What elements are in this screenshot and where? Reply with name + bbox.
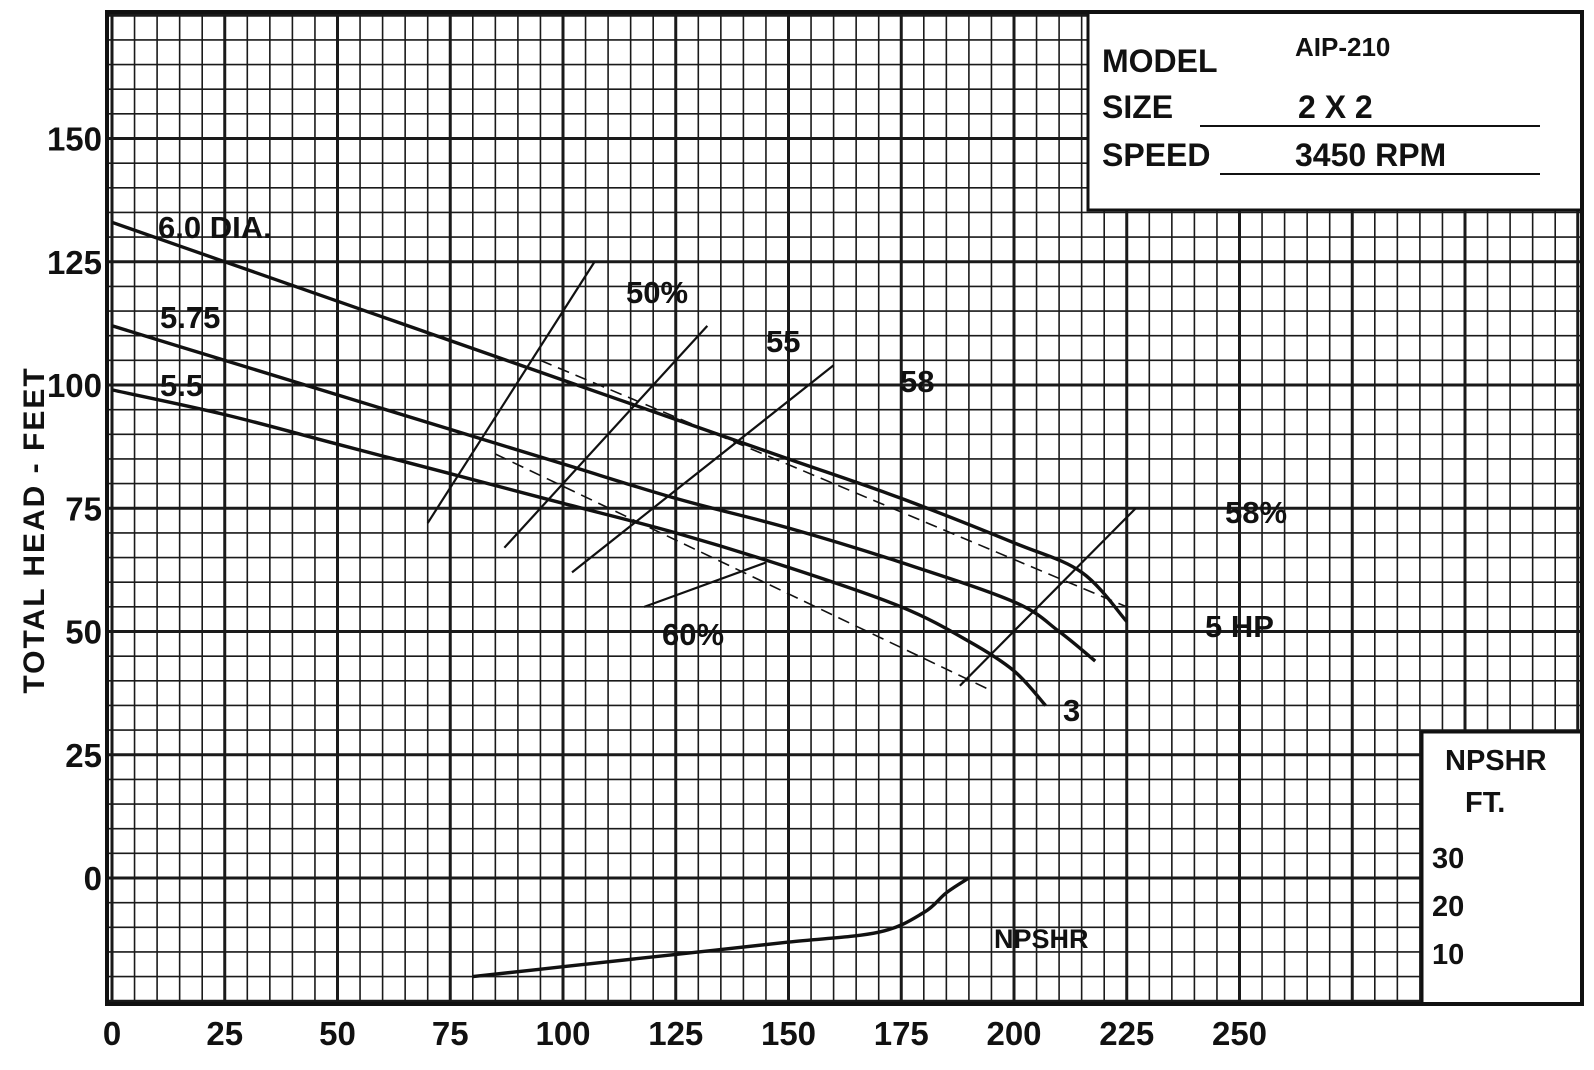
curve-labels: 6.0 DIA. 5.75 5.5 NPSHR 50% 55 58 58% 60% 5 HP 3 [158,210,1287,954]
efficiency-label-50: 50% [626,275,688,310]
y-tick-label: 25 [65,737,102,774]
x-tick-label: 225 [1099,1015,1154,1052]
efficiency-label-55: 55 [766,324,800,359]
model-value: AIP-210 [1295,32,1390,62]
y-tick-label: 150 [47,121,102,158]
hp-label-5: 5 HP [1205,609,1274,644]
series-line-npshr [472,876,970,979]
y-tick-label: 125 [47,244,102,281]
size-label: SIZE [1102,89,1173,125]
speed-value: 3450 RPM [1295,137,1446,173]
info-box: MODEL AIP-210 SIZE 2 X 2 SPEED 3450 RPM [1086,10,1584,212]
npshr-tick-20: 20 [1432,891,1464,923]
x-tick-label: 100 [535,1015,590,1052]
x-tick-label: 50 [319,1015,356,1052]
x-tick-label: 150 [761,1015,816,1052]
x-tick-label: 200 [986,1015,1041,1052]
dia-label-6-0: 6.0 DIA. [158,210,272,245]
efficiency-line [959,507,1137,687]
y-axis-label: TOTAL HEAD - FEET [18,366,51,693]
hp-line [540,359,1128,608]
npshr-scale-unit: FT. [1465,787,1505,819]
x-tick-label: 0 [103,1015,121,1052]
efficiency-line [426,261,596,524]
x-tick-label: 125 [648,1015,703,1052]
y-tick-label: 100 [47,367,102,404]
efficiency-line [643,561,767,608]
npshr-scale-box: NPSHR FT. 30 20 10 [1420,730,1584,1006]
x-tick-label: 75 [432,1015,469,1052]
efficiency-label-58pct: 58% [1225,495,1287,530]
efficiency-line [571,364,835,574]
series-line-dia-0 [111,220,1129,623]
dia-label-5-75: 5.75 [160,300,220,335]
series-line-dia-1 [111,324,1097,663]
x-tick-label: 25 [206,1015,243,1052]
x-tick-label: 250 [1212,1015,1267,1052]
npshr-curve-label: NPSHR [994,924,1089,954]
plot-frame [105,10,1584,1006]
series-line-dia-2 [111,388,1047,707]
dia-label-5-5: 5.5 [160,368,203,403]
npshr-scale-title: NPSHR [1445,745,1547,777]
efficiency-line [503,325,709,549]
curves [111,220,1137,979]
hp-label-3: 3 [1063,693,1080,728]
axis-ticks: 0 25 50 75 100 125 150 175 200 225 250 0 25 50 75 100 12… [47,121,1267,1053]
size-value: 2 X 2 [1298,89,1373,125]
model-label: MODEL [1102,43,1218,79]
npshr-tick-30: 30 [1432,843,1464,875]
speed-label: SPEED [1102,137,1210,173]
y-tick-label: 75 [65,490,102,527]
x-tick-label: 175 [874,1015,929,1052]
hp-line [495,453,992,692]
npshr-tick-10: 10 [1432,939,1464,971]
y-tick-label: 50 [65,614,102,651]
efficiency-label-58: 58 [900,364,934,399]
efficiency-label-60: 60% [662,617,724,652]
y-tick-label: 0 [84,860,102,897]
